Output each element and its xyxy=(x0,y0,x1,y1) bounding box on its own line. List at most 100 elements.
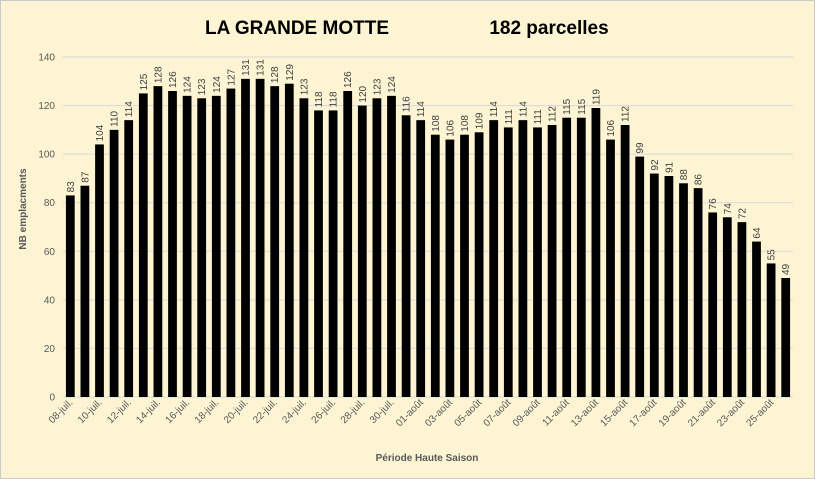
data-label: 123 xyxy=(372,78,383,95)
bar xyxy=(270,86,280,398)
data-label: 119 xyxy=(591,89,602,105)
bar xyxy=(591,108,601,397)
data-label: 128 xyxy=(153,66,164,83)
data-label: 109 xyxy=(475,112,486,129)
data-label: 115 xyxy=(562,98,573,114)
bar xyxy=(430,134,440,397)
data-label: 128 xyxy=(270,66,281,83)
bar xyxy=(708,212,718,397)
data-label: 108 xyxy=(431,115,442,132)
bar xyxy=(343,91,353,397)
x-tick-label: 17-août xyxy=(628,397,660,429)
x-tick-label: 23-août xyxy=(715,397,747,429)
x-tick-label: 24-juil. xyxy=(280,397,309,426)
bar xyxy=(255,78,265,397)
y-axis-title: NB emplacments xyxy=(18,168,29,250)
data-label: 115 xyxy=(577,98,588,114)
x-tick-label: 10-juil. xyxy=(76,397,105,426)
x-tick-label: 15-août xyxy=(598,397,630,429)
data-label: 126 xyxy=(168,71,179,88)
data-label: 99 xyxy=(635,142,646,154)
bar xyxy=(299,98,309,398)
bar xyxy=(211,95,221,397)
bar xyxy=(737,222,747,397)
data-label: 125 xyxy=(139,73,150,90)
bar xyxy=(606,139,615,398)
y-tick-label: 100 xyxy=(38,150,55,161)
bar xyxy=(109,129,119,397)
x-tick-label: 11-août xyxy=(541,397,572,428)
bar xyxy=(620,125,630,397)
bar xyxy=(562,117,572,397)
y-tick-label: 60 xyxy=(44,247,56,258)
data-label: 76 xyxy=(708,198,719,210)
x-tick-label: 22-juil. xyxy=(251,397,280,426)
data-label: 127 xyxy=(226,68,237,85)
data-label: 123 xyxy=(197,78,208,95)
y-tick-label: 80 xyxy=(44,198,56,209)
bar xyxy=(95,144,104,397)
data-label: 118 xyxy=(314,91,325,107)
data-label: 118 xyxy=(329,91,340,107)
data-label: 91 xyxy=(664,161,675,173)
bar xyxy=(445,139,455,398)
data-label: 83 xyxy=(66,181,77,193)
y-tick-label: 0 xyxy=(49,393,55,404)
data-label: 106 xyxy=(445,119,456,136)
bar xyxy=(503,127,513,397)
x-axis-ticks: 08-juil. 10-juil. 12-juil. 14-juil. 16-juil.… xyxy=(47,397,777,429)
data-label: 114 xyxy=(416,101,427,117)
x-tick-label: 01-août xyxy=(394,397,426,429)
x-axis-title: Période Haute Saison xyxy=(376,453,479,464)
bar xyxy=(722,217,732,397)
x-tick-label: 18-juil. xyxy=(193,397,222,426)
y-tick-label: 120 xyxy=(38,101,55,112)
bar xyxy=(664,176,674,397)
y-tick-label: 20 xyxy=(44,344,56,355)
data-label: 114 xyxy=(489,101,500,117)
data-label: 110 xyxy=(110,110,121,126)
bars xyxy=(65,78,791,398)
x-tick-label: 09-août xyxy=(511,397,543,429)
x-tick-label: 25-août xyxy=(744,397,776,429)
data-label: 55 xyxy=(767,249,778,261)
bar xyxy=(153,86,163,398)
bar xyxy=(284,83,294,397)
bar xyxy=(197,98,207,398)
data-label: 120 xyxy=(358,85,369,102)
bar xyxy=(314,110,323,397)
chart-title: LA GRANDE MOTTE xyxy=(205,18,389,39)
data-label: 111 xyxy=(504,109,515,125)
x-tick-label: 16-juil. xyxy=(164,397,193,426)
data-label: 92 xyxy=(650,159,661,171)
data-label: 72 xyxy=(737,208,748,220)
data-label: 129 xyxy=(285,64,296,81)
bar xyxy=(372,98,382,398)
bar xyxy=(241,78,250,397)
data-label: 64 xyxy=(752,227,763,239)
bar xyxy=(182,95,192,397)
data-label: 124 xyxy=(212,76,223,93)
data-label: 87 xyxy=(80,171,91,183)
data-label: 74 xyxy=(723,203,734,215)
x-tick-label: 14-juil. xyxy=(134,397,163,426)
bar xyxy=(328,110,338,397)
bar xyxy=(168,91,177,397)
data-label: 111 xyxy=(533,109,544,125)
y-tick-label: 140 xyxy=(38,53,55,64)
bar xyxy=(649,173,659,397)
bar xyxy=(460,134,469,397)
x-tick-label: 28-juil. xyxy=(339,397,368,426)
data-label: 123 xyxy=(299,78,310,95)
data-label: 49 xyxy=(781,263,792,275)
bar xyxy=(124,120,134,398)
bar xyxy=(766,263,776,397)
bar xyxy=(679,183,688,397)
bar xyxy=(80,185,90,397)
data-label: 114 xyxy=(124,101,135,117)
y-tick-label: 40 xyxy=(44,295,56,306)
data-label: 108 xyxy=(460,115,471,132)
